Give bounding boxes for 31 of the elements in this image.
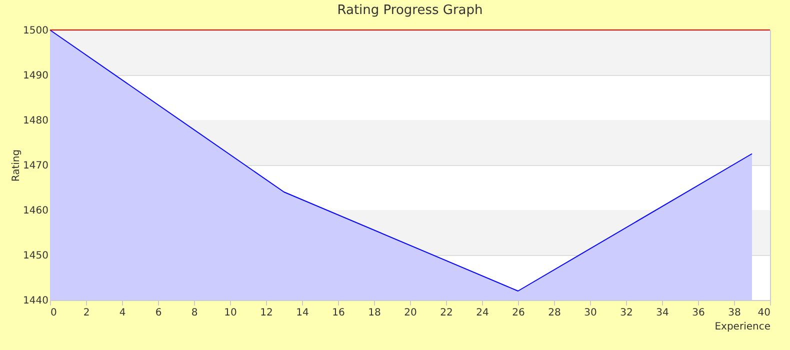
x-tick-label: 28	[548, 308, 561, 318]
x-tick-label: 26	[512, 308, 525, 318]
x-tick-label: 0	[50, 308, 57, 318]
x-tick-label: 40	[758, 308, 770, 318]
x-tick-label: 16	[332, 308, 345, 318]
y-tick-label: 1440	[23, 296, 48, 306]
x-tick-label: 38	[728, 308, 741, 318]
x-tick-label: 24	[476, 308, 489, 318]
x-tick-label: 20	[404, 308, 417, 318]
x-tick-label: 2	[83, 308, 90, 318]
y-tick-label: 1480	[23, 116, 48, 126]
x-tick-label: 18	[368, 308, 381, 318]
x-tick-label: 6	[155, 308, 162, 318]
chart-title: Rating Progress Graph	[337, 3, 483, 18]
y-axis-title: Rating	[11, 149, 22, 182]
x-tick-label: 22	[440, 308, 453, 318]
x-tick-label: 32	[620, 308, 633, 318]
x-tick-label: 4	[119, 308, 126, 318]
y-tick-label: 1470	[23, 160, 48, 172]
y-tick-label: 1500	[23, 26, 48, 36]
x-tick-label: 34	[656, 308, 669, 318]
x-tick-label: 8	[191, 308, 198, 318]
y-tick-label: 1450	[23, 250, 48, 262]
x-tick-label: 12	[260, 308, 273, 318]
y-tick-label: 1460	[23, 206, 48, 216]
x-tick-label: 14	[296, 308, 309, 318]
x-tick-label: 36	[692, 308, 705, 318]
x-tick-label: 30	[584, 308, 597, 318]
x-tick-label: 10	[224, 308, 237, 318]
y-tick-label: 1490	[23, 70, 48, 82]
x-axis-title: Experience	[714, 322, 770, 332]
